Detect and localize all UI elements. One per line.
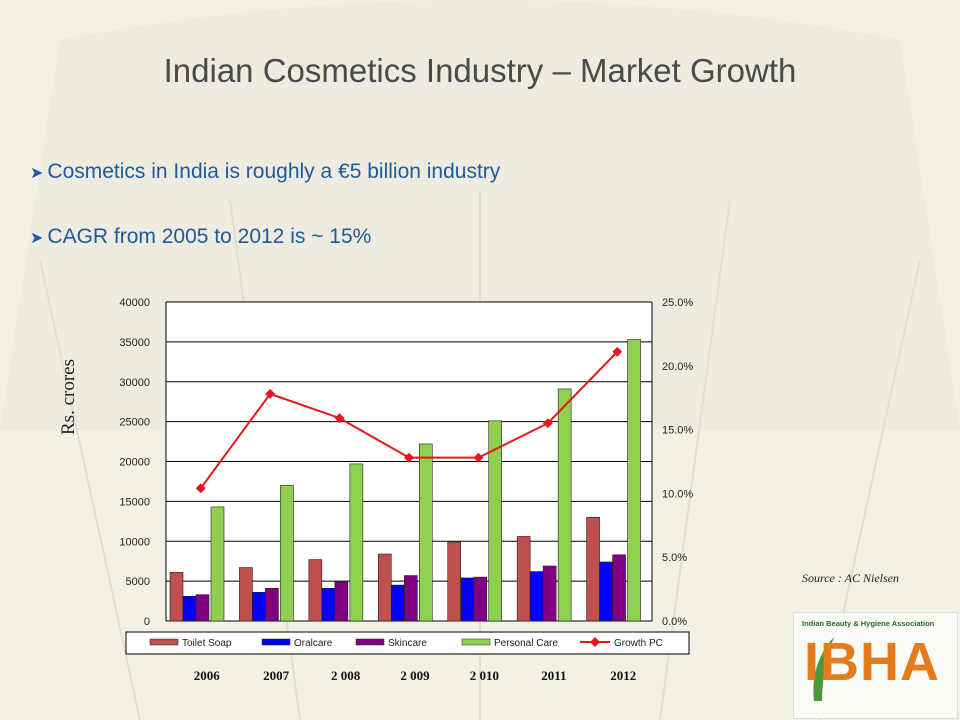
- x-tick-label: 2012: [610, 668, 636, 683]
- y-tick-label: 35000: [119, 337, 150, 349]
- y-tick-label: 15000: [119, 496, 150, 508]
- y2-tick-label: 20.0%: [662, 361, 693, 373]
- y2-tick-label: 0.0%: [662, 616, 687, 628]
- bar: [195, 594, 210, 622]
- y-tick-label: 20000: [119, 457, 150, 469]
- legend-label: Personal Care: [494, 638, 558, 649]
- bar: [308, 559, 323, 622]
- growth-point: [195, 483, 206, 494]
- y2-tick-label: 5.0%: [662, 552, 687, 564]
- bullet-item: ➤ Cosmetics in India is roughly a €5 bill…: [30, 160, 500, 184]
- legend-label: Toilet Soap: [182, 638, 232, 649]
- bar: [390, 584, 405, 622]
- bar: [321, 588, 336, 622]
- bar: [542, 565, 557, 622]
- legend-label: Skincare: [388, 638, 427, 649]
- legend-swatch: [149, 638, 179, 646]
- bar: [265, 588, 279, 622]
- bar: [418, 443, 433, 622]
- bar: [529, 571, 544, 622]
- growth-point: [265, 388, 276, 399]
- bar: [334, 581, 349, 622]
- logo-text: IBHA: [804, 632, 940, 692]
- bar: [280, 485, 294, 622]
- bar: [612, 554, 626, 622]
- y2-tick-label: 10.0%: [662, 488, 693, 500]
- y2-tick-label: 25.0%: [662, 297, 693, 309]
- growth-point: [404, 452, 414, 463]
- bar: [473, 576, 488, 622]
- legend-label: Oralcare: [294, 638, 333, 649]
- x-tick-label: 2006: [194, 668, 221, 683]
- legend-marker: [590, 637, 600, 647]
- x-tick-label: 2 008: [331, 668, 361, 683]
- y-tick-label: 0: [144, 616, 150, 628]
- legend-label: Growth PC: [614, 638, 663, 649]
- x-tick-label: 2007: [263, 668, 290, 683]
- leaf-icon: [813, 637, 834, 701]
- bar: [239, 567, 253, 622]
- bar: [182, 595, 197, 622]
- y-tick-label: 25000: [119, 417, 150, 429]
- logo-subtitle: Indian Beauty & Hygiene Association: [802, 619, 935, 628]
- arrow-bullet-icon: ➤: [30, 165, 44, 182]
- bar: [210, 506, 225, 622]
- slide-title: Indian Cosmetics Industry – Market Growt…: [163, 52, 797, 89]
- growth-point: [612, 346, 623, 357]
- arrow-bullet-icon: ➤: [30, 230, 44, 247]
- bar: [447, 541, 462, 622]
- x-tick-label: 2 009: [400, 668, 430, 683]
- y-tick-label: 30000: [119, 377, 150, 389]
- bar: [252, 591, 266, 622]
- bar: [488, 420, 503, 622]
- growth-point: [334, 413, 345, 424]
- x-tick-label: 2011: [541, 668, 566, 683]
- y-tick-label: 5000: [126, 576, 150, 588]
- bar: [516, 536, 531, 622]
- y-axis-label: Rs. crores: [58, 359, 79, 435]
- bar: [586, 517, 600, 622]
- y-tick-label: 40000: [119, 297, 150, 309]
- bar: [169, 572, 184, 622]
- y2-tick-label: 15.0%: [662, 425, 693, 437]
- bar: [627, 339, 641, 622]
- bullet-text: Cosmetics in India is roughly a €5 billi…: [47, 160, 501, 183]
- x-tick-label: 2 010: [470, 668, 499, 683]
- growth-point: [473, 452, 484, 463]
- bar: [599, 561, 613, 622]
- bar: [349, 463, 364, 622]
- y-tick-label: 10000: [119, 536, 150, 548]
- bullet-text: CAGR from 2005 to 2012 is ~ 15%: [47, 225, 372, 248]
- ibha-logo: Indian Beauty & Hygiene Association IBHA: [793, 612, 958, 719]
- bar: [377, 553, 392, 622]
- bar: [403, 575, 418, 622]
- growth-point: [542, 418, 553, 429]
- bar: [460, 577, 475, 622]
- legend-box: [125, 631, 690, 655]
- legend-swatch: [461, 638, 491, 646]
- legend-swatch: [261, 638, 291, 646]
- bar: [557, 388, 572, 622]
- legend-swatch: [355, 638, 385, 646]
- bullet-item: ➤ CAGR from 2005 to 2012 is ~ 15%: [30, 225, 371, 249]
- source-note: Source : AC Nielsen: [802, 571, 899, 585]
